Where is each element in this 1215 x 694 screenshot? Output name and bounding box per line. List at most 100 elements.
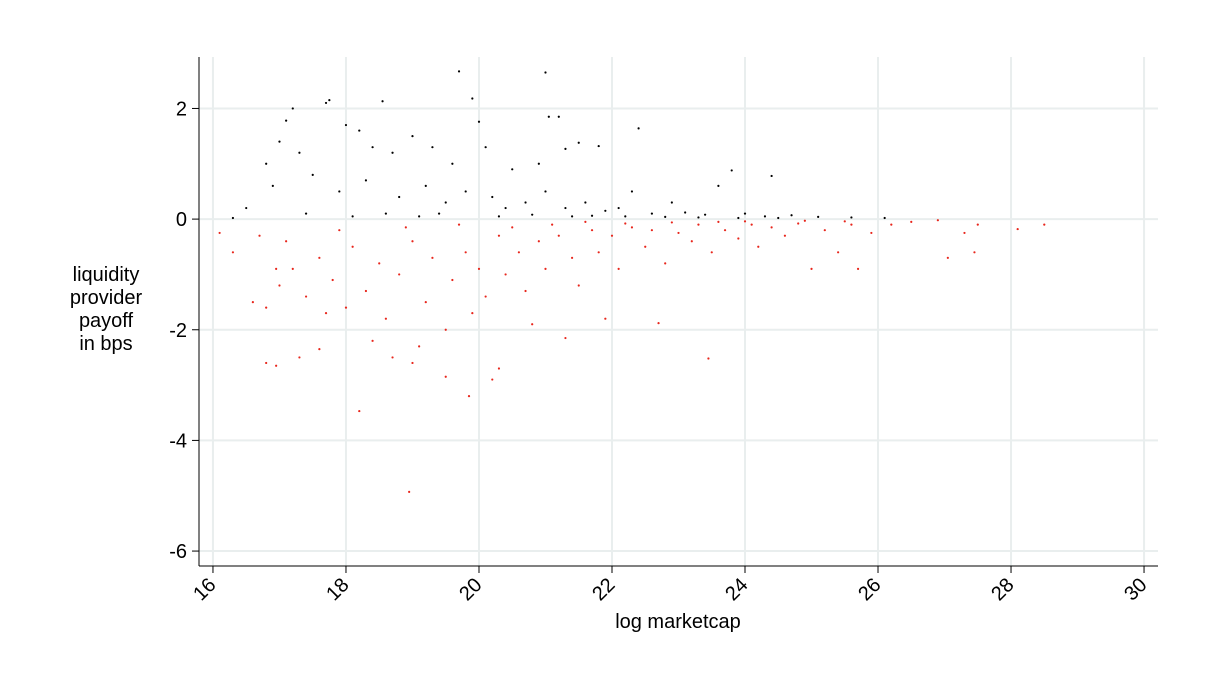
- point: [624, 222, 627, 225]
- point: [231, 216, 235, 220]
- point: [664, 262, 667, 265]
- point: [275, 267, 278, 270]
- point: [411, 135, 414, 138]
- point: [617, 267, 620, 270]
- point: [803, 219, 806, 222]
- point: [910, 220, 913, 223]
- point: [418, 215, 421, 218]
- point: [291, 267, 294, 270]
- point: [797, 222, 800, 225]
- point: [504, 273, 507, 276]
- point: [584, 220, 587, 223]
- point: [890, 223, 893, 226]
- point: [737, 237, 740, 240]
- point: [331, 278, 334, 282]
- x-tick-label: 24: [721, 574, 752, 605]
- point: [497, 367, 501, 370]
- point: [431, 256, 434, 259]
- point: [265, 306, 268, 309]
- point: [245, 206, 248, 210]
- point: [251, 300, 254, 304]
- point: [391, 356, 394, 359]
- point: [946, 256, 949, 259]
- point: [677, 231, 680, 235]
- point: [823, 229, 826, 232]
- point: [590, 214, 594, 217]
- point: [610, 234, 614, 237]
- point: [717, 184, 720, 188]
- point: [544, 71, 547, 74]
- point: [258, 234, 261, 237]
- point: [697, 216, 700, 219]
- point: [278, 284, 281, 287]
- point: [644, 245, 647, 248]
- x-tick-label: 28: [987, 574, 1018, 605]
- point: [690, 240, 693, 243]
- point: [707, 357, 710, 360]
- x-tick-label: 26: [854, 574, 885, 605]
- point: [431, 146, 434, 149]
- y-axis-title: liquidity: [73, 264, 140, 286]
- point: [604, 317, 607, 320]
- point: [408, 490, 411, 493]
- point: [624, 215, 627, 218]
- point: [650, 212, 653, 215]
- point: [424, 184, 427, 188]
- point: [411, 240, 414, 243]
- x-tick-label: 18: [322, 574, 353, 605]
- point: [471, 312, 474, 315]
- point: [604, 209, 607, 212]
- point: [531, 213, 534, 216]
- point: [444, 328, 447, 331]
- point: [664, 215, 667, 218]
- point: [837, 251, 840, 254]
- point: [1043, 223, 1046, 226]
- point: [757, 245, 760, 248]
- point: [378, 262, 381, 265]
- point: [384, 317, 387, 320]
- point: [730, 169, 733, 172]
- point: [936, 219, 939, 222]
- point: [451, 278, 454, 282]
- y-tick-label: -4: [169, 430, 187, 452]
- point: [477, 120, 481, 123]
- point: [364, 289, 368, 293]
- x-tick-label: 30: [1120, 574, 1151, 605]
- point: [464, 190, 467, 193]
- point: [843, 220, 846, 223]
- point: [398, 195, 401, 199]
- point: [328, 99, 331, 102]
- point: [547, 115, 550, 118]
- point: [777, 216, 780, 220]
- point: [750, 223, 753, 226]
- point: [324, 101, 328, 105]
- y-axis-title: payoff: [79, 310, 134, 332]
- point: [484, 295, 487, 298]
- point: [467, 395, 471, 398]
- point: [351, 245, 354, 248]
- point: [973, 251, 976, 254]
- point: [504, 206, 507, 210]
- point: [577, 284, 580, 287]
- point: [324, 312, 328, 315]
- point: [743, 212, 747, 215]
- point: [850, 223, 853, 226]
- point: [557, 234, 560, 237]
- point: [557, 115, 560, 118]
- point: [770, 226, 773, 229]
- point: [590, 229, 594, 232]
- point: [850, 216, 853, 219]
- point: [770, 174, 773, 178]
- point: [444, 375, 447, 378]
- point: [484, 146, 487, 149]
- point: [697, 223, 700, 226]
- point: [304, 295, 308, 298]
- point: [564, 147, 567, 150]
- point: [524, 289, 527, 293]
- point: [304, 212, 308, 215]
- point: [298, 356, 301, 359]
- point: [763, 215, 767, 218]
- point: [457, 223, 461, 226]
- point: [551, 223, 554, 226]
